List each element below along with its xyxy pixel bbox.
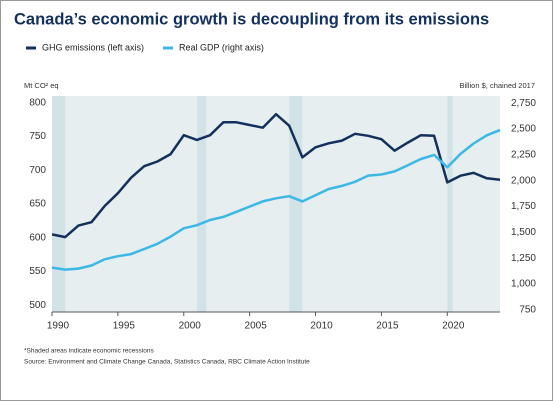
y-tick-label: 550 bbox=[29, 266, 46, 277]
x-tick-label: 2010 bbox=[310, 321, 333, 332]
y2-tick-label: 2,000 bbox=[511, 175, 536, 186]
y2-tick-label: 750 bbox=[519, 305, 536, 316]
series-line bbox=[51, 128, 501, 271]
x-tick-label: 2000 bbox=[179, 321, 202, 332]
note: Source: Environment and Climate Change C… bbox=[24, 359, 310, 366]
y2-tick-label: 2,500 bbox=[511, 124, 536, 135]
y-axis-label: Mt CO² eq bbox=[24, 81, 59, 90]
y2-tick-label: 1,500 bbox=[511, 227, 536, 238]
chart-title: Canada’s economic growth is decoupling f… bbox=[14, 10, 489, 28]
y2-tick-label: 1,750 bbox=[511, 201, 536, 212]
y2-tick-label: 2,250 bbox=[511, 150, 536, 161]
series-line bbox=[51, 112, 501, 239]
y-tick-label: 700 bbox=[29, 165, 46, 176]
plot-area bbox=[52, 96, 500, 312]
x-tick-label: 2020 bbox=[442, 321, 465, 332]
recession-band bbox=[52, 96, 66, 312]
y-tick-label: 750 bbox=[29, 131, 46, 142]
x-tick-label: 2005 bbox=[245, 321, 268, 332]
legend-label: GHG emissions (left axis) bbox=[42, 42, 144, 52]
x-tick-label: 1995 bbox=[113, 321, 136, 332]
x-tick-label: 2015 bbox=[376, 321, 399, 332]
y2-tick-label: 1,000 bbox=[511, 279, 536, 290]
recession-band bbox=[196, 96, 207, 312]
recession-band bbox=[447, 96, 453, 312]
y-tick-label: 600 bbox=[29, 232, 46, 243]
x-tick-label: 1990 bbox=[47, 321, 70, 332]
y-tick-label: 650 bbox=[29, 199, 46, 210]
y-tick-label: 800 bbox=[29, 97, 46, 108]
legend-label: Real GDP (right axis) bbox=[179, 42, 264, 52]
note: *Shaded areas indicate economic recessio… bbox=[24, 348, 154, 355]
y2-tick-label: 1,250 bbox=[511, 253, 536, 264]
y-tick-label: 500 bbox=[29, 300, 46, 311]
y2-axis-label: Billion $, chained 2017 bbox=[460, 81, 535, 90]
y2-tick-label: 2,750 bbox=[511, 98, 536, 109]
